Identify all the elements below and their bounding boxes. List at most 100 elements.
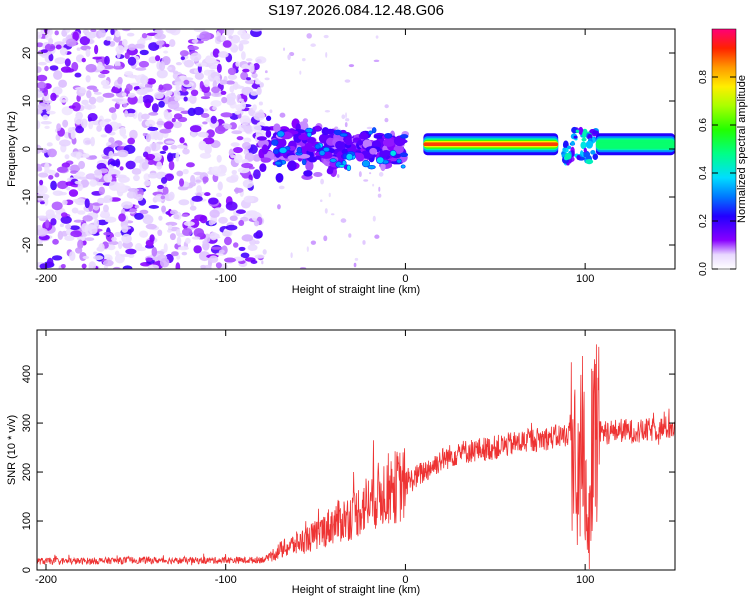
spectrogram-noise-blob (149, 142, 161, 152)
spectrogram-noise-blob (134, 204, 140, 209)
spectrogram-noise-blob (125, 160, 136, 170)
spectrogram-noise-blob (80, 118, 88, 129)
spectrogram-noise-blob (231, 169, 237, 175)
spectrogram-noise-blob (183, 59, 195, 68)
spectrogram-noise-blob (191, 236, 201, 240)
spectrogram-noise-blob (64, 58, 71, 67)
spectrogram-signal-blob (303, 170, 313, 177)
spectrogram-signal-blob (362, 139, 373, 149)
spectrogram-noise-blob (222, 230, 231, 237)
spectrogram-noise-blob (76, 47, 81, 51)
spectrogram-noise-blob (191, 195, 203, 202)
spectrogram-y-tick-label: -10 (21, 189, 33, 205)
spectrogram-noise-blob (194, 72, 205, 80)
spectrogram-signal-blob (369, 147, 378, 155)
spectrogram-speckle (330, 213, 335, 216)
spectrogram-noise-blob (60, 215, 72, 224)
spectrogram-noise-blob (85, 75, 91, 83)
spectrogram-noise-blob (88, 261, 97, 269)
snr-y-label: SNR (10 * v/v) (6, 415, 18, 485)
spectrogram-noise-blob (211, 86, 220, 94)
spectrogram-disturbance-blob (583, 147, 587, 153)
spectrogram-noise-blob (77, 183, 83, 192)
spectrogram-noise-blob (44, 65, 49, 72)
spectrogram-signal-blob (273, 123, 281, 133)
spectrogram-speckle (328, 192, 331, 198)
spectrogram-noise-blob (125, 83, 133, 92)
spectrogram-noise-blob (250, 90, 258, 96)
spectrogram-y-tick-label: -20 (21, 237, 33, 253)
spectrogram-noise-blob (147, 126, 159, 132)
spectrogram-noise-blob (96, 96, 104, 103)
spectrogram-noise-blob (242, 68, 250, 73)
spectrogram-noise-blob (141, 161, 149, 170)
spectrogram-noise-blob (175, 151, 180, 162)
spectrogram-noise-blob (69, 251, 76, 261)
spectrogram-noise-blob (169, 209, 178, 215)
spectrogram-noise-blob (238, 246, 246, 252)
spectrogram-noise-blob (103, 118, 112, 122)
spectrogram-noise-blob (183, 96, 188, 102)
spectrogram-noise-blob (55, 44, 62, 50)
spectrogram-speckle (264, 70, 268, 74)
spectrogram-signal-blob (307, 156, 317, 163)
spectrogram-noise-blob (64, 235, 75, 241)
spectrogram-noise-blob (50, 180, 57, 191)
spectrogram-noise-blob (137, 112, 143, 122)
spectrogram-noise-blob (121, 225, 129, 233)
spectrogram-noise-blob (37, 227, 49, 237)
spectrogram-noise-blob (101, 155, 111, 160)
spectrogram-noise-blob (108, 107, 117, 113)
snr-y-tick-label: 400 (21, 365, 33, 383)
spectrogram-noise-blob (190, 174, 196, 185)
spectrogram-noise-blob (47, 29, 53, 36)
spectrogram-noise-blob (253, 63, 260, 71)
spectrogram-noise-blob (48, 174, 54, 180)
spectrogram-noise-blob (200, 112, 210, 118)
spectrogram-noise-blob (54, 30, 59, 36)
spectrogram-noise-blob (109, 40, 116, 47)
spectrogram-noise-blob (71, 102, 81, 112)
spectrogram-noise-blob (82, 137, 92, 146)
spectrogram-noise-blob (175, 62, 182, 66)
spectrogram-noise-blob (123, 103, 128, 108)
spectrogram-noise-blob (37, 185, 48, 195)
spectrogram-signal-core (338, 164, 346, 168)
spectrogram-noise-blob (84, 198, 90, 209)
spectrogram-noise-blob (202, 137, 215, 145)
spectrogram-noise-blob (243, 195, 255, 203)
spectrogram-noise-blob (70, 230, 82, 238)
spectrogram-noise-blob (145, 153, 156, 161)
spectrogram-noise-blob (171, 117, 176, 123)
spectrogram-noise-blob (252, 104, 257, 111)
spectrogram-noise-blob (220, 90, 227, 95)
spectrogram-noise-blob (258, 101, 263, 106)
spectrogram-noise-blob (225, 80, 235, 85)
snr-plot-area (37, 330, 675, 570)
spectrogram-noise-blob (162, 145, 169, 152)
spectrogram-noise-blob (39, 88, 45, 92)
snr-y-tick-label: 0 (21, 567, 33, 573)
spectrogram-noise-blob (199, 152, 212, 159)
spectrogram-signal-core (368, 130, 373, 135)
spectrogram-noise-blob (119, 126, 127, 137)
spectrogram-noise-blob (238, 219, 245, 226)
spectrogram-noise-blob (102, 204, 109, 213)
spectrogram-noise-blob (227, 67, 237, 76)
spectrogram-noise-blob (156, 161, 163, 170)
spectrogram-noise-blob (125, 108, 136, 114)
spectrogram-signal-core (271, 139, 279, 146)
spectrogram-noise-blob (226, 176, 239, 183)
spectrogram-noise-blob (172, 121, 182, 129)
spectrogram-noise-blob (97, 197, 106, 204)
spectrogram-noise-blob (62, 199, 68, 206)
spectrogram-speckle (323, 235, 328, 242)
spectrogram-noise-blob (210, 246, 223, 250)
spectrogram-speckle (325, 52, 328, 58)
spectrogram-noise-blob (117, 240, 123, 250)
spectrogram-noise-blob (51, 255, 63, 261)
spectrogram-noise-blob (145, 102, 151, 108)
spectrogram-noise-blob (154, 33, 166, 40)
spectrogram-noise-blob (251, 124, 262, 132)
